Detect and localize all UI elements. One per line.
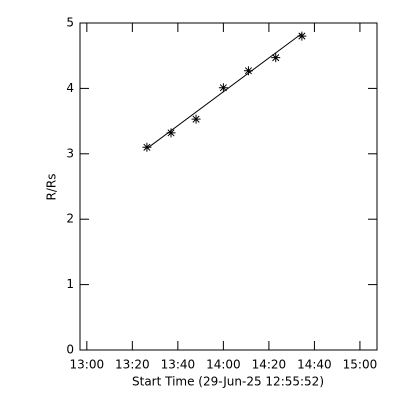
asterisk [142,142,152,152]
x-tick-label: 13:20 [115,358,150,372]
y-tick-label: 4 [66,81,74,95]
asterisk [297,31,307,41]
asterisk [218,83,228,93]
x-tick-label: 13:00 [70,358,105,372]
x-tick-label: 13:40 [161,358,196,372]
y-axis-label: R/Rs [45,174,59,201]
y-tick-label: 5 [66,16,74,30]
y-tick-label: 2 [66,212,74,226]
y-tick-label: 1 [66,277,74,291]
y-tick-label: 3 [66,146,74,160]
fit-line [146,33,303,149]
asterisk [191,114,201,124]
x-tick-label: 14:40 [297,358,332,372]
x-tick-label: 14:00 [206,358,241,372]
asterisk [271,53,281,63]
plot-frame [79,22,378,351]
x-axis-label: Start Time (29-Jun-25 12:55:52) [132,375,324,389]
x-tick-label: 15:00 [343,358,378,372]
y-tick-label: 0 [66,343,74,357]
x-tick-label: 14:20 [252,358,287,372]
asterisk [243,66,253,76]
asterisk [166,128,176,138]
